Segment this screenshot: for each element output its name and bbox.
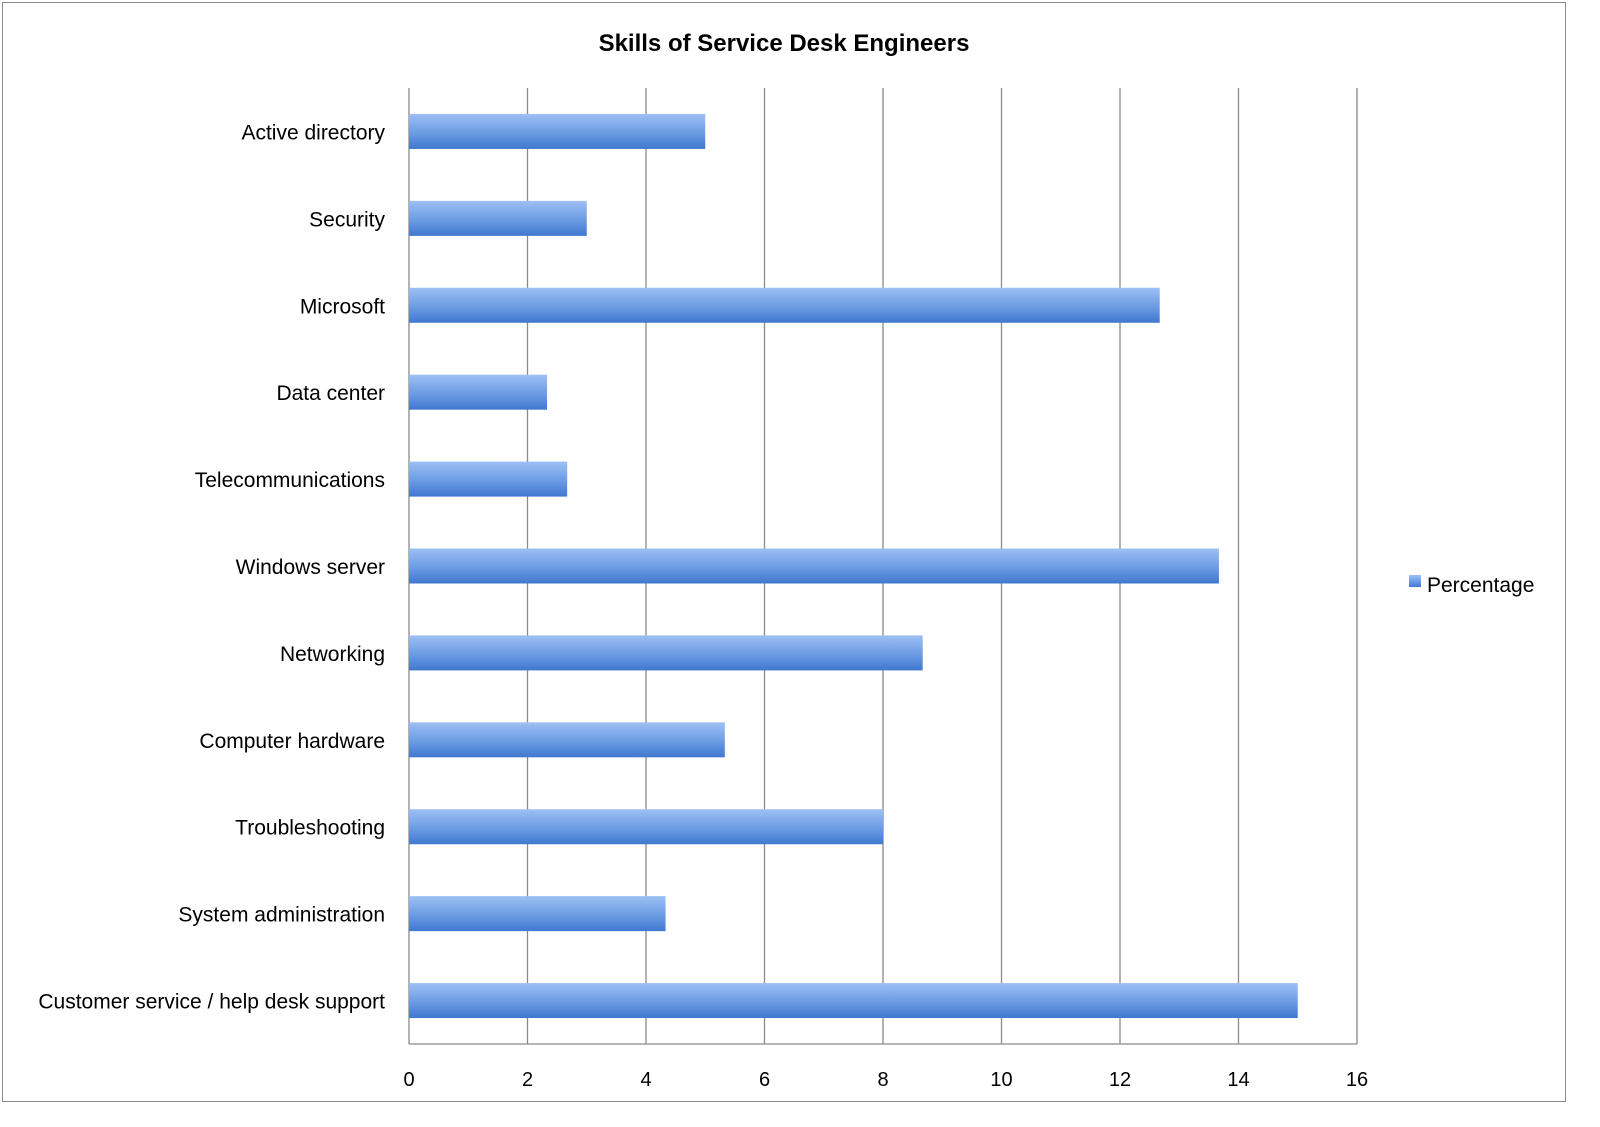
x-tick-label: 16: [1346, 1069, 1368, 1091]
category-label: Microsoft: [300, 295, 385, 318]
chart-frame: Skills of Service Desk Engineers Active …: [2, 2, 1566, 1102]
bar: [409, 461, 568, 497]
x-tick-label: 12: [1109, 1069, 1131, 1091]
category-label: Computer hardware: [199, 730, 385, 753]
x-tick-label: 4: [640, 1069, 651, 1091]
x-tick-label: 14: [1227, 1069, 1249, 1091]
category-labels: Active directory Security Microsoft Data ce…: [38, 121, 385, 1013]
x-tick-label: 8: [877, 1069, 888, 1091]
bar: [409, 809, 883, 845]
x-tick-label: 6: [759, 1069, 770, 1091]
category-label: Troubleshooting: [235, 817, 385, 840]
bars-layer: [409, 113, 1298, 1019]
category-label: Customer service / help desk support: [38, 991, 385, 1014]
bar-chart: Skills of Service Desk Engineers Active …: [38, 30, 1534, 1091]
x-tick-label: 0: [403, 1069, 414, 1091]
bar: [409, 896, 666, 932]
bar: [409, 722, 725, 758]
x-tick-label: 2: [522, 1069, 533, 1091]
category-label: Windows server: [236, 556, 385, 579]
category-label: Networking: [280, 643, 385, 666]
bar: [409, 548, 1219, 584]
bar: [409, 287, 1160, 323]
bar: [409, 113, 706, 149]
legend-swatch: [1409, 575, 1421, 587]
category-label: Data center: [276, 382, 385, 405]
bar: [409, 374, 548, 410]
legend: Percentage: [1409, 574, 1534, 597]
x-tick-labels: 0 2 4 6 8 10 12 14 16: [403, 1069, 1368, 1091]
category-label: Security: [309, 208, 385, 231]
bar: [409, 635, 923, 671]
category-label: Active directory: [241, 121, 385, 144]
bar: [409, 983, 1298, 1019]
category-label: System administration: [178, 904, 385, 927]
legend-label: Percentage: [1427, 574, 1534, 597]
category-label: Telecommunications: [195, 469, 385, 492]
bar: [409, 200, 587, 236]
x-tick-label: 10: [990, 1069, 1012, 1091]
chart-title: Skills of Service Desk Engineers: [599, 30, 970, 57]
